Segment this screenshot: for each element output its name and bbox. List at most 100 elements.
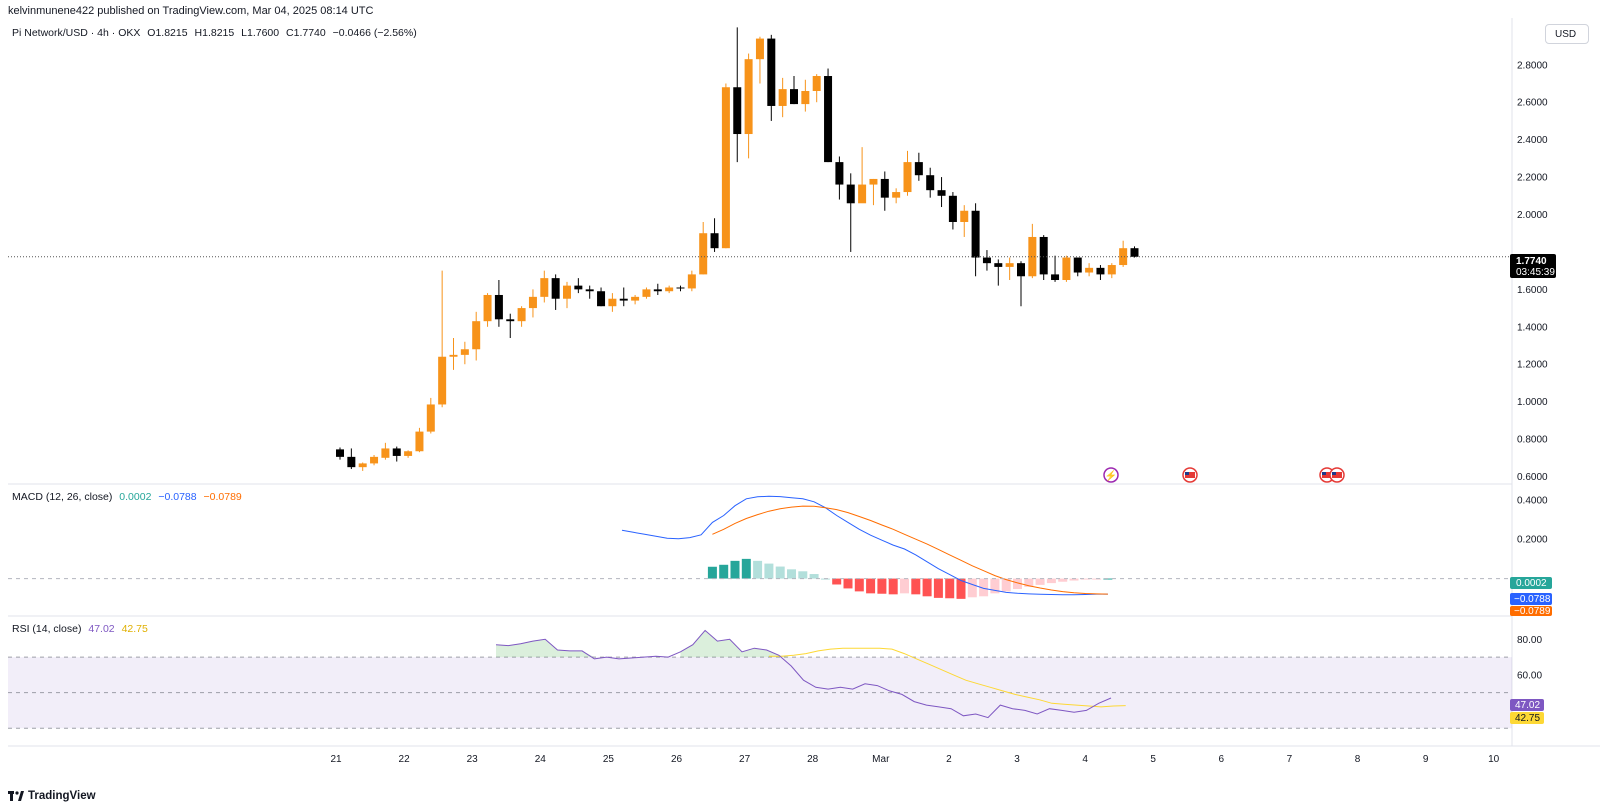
candle: [370, 456, 379, 464]
macd-histogram-bar: [922, 578, 932, 597]
candle: [336, 449, 344, 457]
candle: [824, 76, 833, 163]
time-axis-label: 8: [1355, 754, 1361, 765]
candle: [699, 233, 708, 275]
svg-text:0.0002: 0.0002: [1516, 578, 1547, 589]
candle: [438, 356, 447, 405]
candle: [563, 285, 571, 299]
rsi-line: [495, 629, 1112, 719]
macd-tick-label: 0.4000: [1517, 495, 1548, 506]
candle: [869, 178, 878, 185]
macd-histogram-bar: [809, 574, 819, 579]
symbol-name[interactable]: Pi Network/USD · 4h · OKX: [12, 27, 141, 39]
time-axis-label: 2: [946, 754, 952, 765]
tradingview-logo[interactable]: TradingView: [8, 790, 96, 802]
time-axis-label: 21: [330, 754, 342, 765]
rsi-ma-value: 42.75: [121, 623, 148, 635]
candle: [926, 175, 935, 191]
us-flag-event-icon[interactable]: [1329, 467, 1345, 483]
macd-histogram-bar: [854, 578, 864, 592]
macd-histogram-bar: [730, 560, 740, 579]
candle: [755, 38, 764, 60]
time-axis-label: 9: [1423, 754, 1429, 765]
ohlc-low: L1.7600: [241, 27, 280, 39]
candle: [721, 87, 730, 249]
candle: [937, 190, 946, 196]
candle: [449, 354, 458, 357]
candle: [858, 184, 867, 204]
candle: [778, 89, 787, 106]
rsi-value-label: 47.02: [1510, 699, 1544, 711]
macd-histogram-bar: [707, 566, 717, 579]
price-tick-label: 2.8000: [1517, 60, 1548, 71]
price-tick-label: 2.0000: [1517, 210, 1548, 221]
macd-histogram-bar: [967, 578, 977, 598]
macd-histogram-bar: [1013, 578, 1022, 590]
footer-brand: TradingView: [28, 790, 96, 802]
macd-histogram-bar: [877, 578, 887, 594]
price-tick-label: 2.4000: [1517, 135, 1548, 146]
time-axis-label: 5: [1150, 754, 1156, 765]
macd-histogram-bar: [843, 578, 853, 589]
candle: [914, 162, 923, 176]
candle: [528, 296, 537, 309]
candle: [767, 38, 776, 106]
candle: [687, 274, 696, 289]
candle: [892, 192, 901, 198]
macd-histogram-bar: [719, 564, 729, 579]
time-axis-label: Mar: [872, 754, 890, 765]
time-axis-label: 28: [807, 754, 819, 765]
macd-histogram-bar: [888, 578, 898, 595]
macd-signal-label: −0.0789: [1510, 606, 1552, 617]
time-axis-label: 7: [1287, 754, 1293, 765]
us-flag-event-icon[interactable]: [1182, 467, 1198, 483]
price-tick-label: 1.0000: [1517, 397, 1548, 408]
candle: [801, 90, 810, 105]
candle: [517, 308, 526, 322]
candle: [1062, 257, 1071, 281]
macd-histogram-bar: [787, 569, 796, 579]
time-axis-label: 6: [1219, 754, 1225, 765]
macd-histogram-bar: [764, 563, 774, 579]
candle: [608, 298, 617, 307]
candle: [347, 456, 356, 468]
macd-histogram-bar: [945, 578, 955, 599]
candle: [1119, 248, 1128, 266]
candle: [1107, 265, 1116, 275]
macd-histogram-bar: [1069, 578, 1079, 581]
candle: [540, 278, 549, 297]
candle: [812, 76, 821, 91]
candle: [790, 89, 798, 105]
candle: [1028, 236, 1037, 277]
macd-histogram-bar: [741, 558, 751, 579]
candle: [426, 404, 435, 432]
candle: [619, 298, 628, 301]
price-tick-label: 2.6000: [1517, 98, 1548, 109]
svg-text:42.75: 42.75: [1515, 713, 1540, 724]
candle: [460, 349, 469, 355]
candle: [483, 294, 492, 322]
macd-signal-line: [712, 505, 1108, 595]
macd-histogram-bar: [832, 578, 842, 585]
macd-legend: MACD (12, 26, close) 0.0002 −0.0788 −0.0…: [12, 491, 246, 503]
candle: [642, 289, 651, 297]
rsi-title[interactable]: RSI (14, close): [12, 623, 82, 635]
svg-text:−0.0788: −0.0788: [1514, 594, 1551, 605]
macd-histogram-bar: [990, 578, 1000, 594]
time-axis-label: 22: [399, 754, 411, 765]
candle: [415, 431, 424, 452]
rsi-tick-label: 60.00: [1517, 670, 1542, 681]
price-tick-label: 1.4000: [1517, 322, 1548, 333]
macd-signal-value: −0.0789: [203, 491, 242, 503]
macd-hist-label: 0.0002: [1510, 577, 1552, 589]
macd-histogram-bar: [1001, 578, 1011, 592]
last-price-value: 1.7740: [1516, 256, 1547, 267]
price-tick-label: 1.2000: [1517, 360, 1548, 371]
rsi-ma-line: [769, 647, 1126, 708]
macd-title[interactable]: MACD (12, 26, close): [12, 491, 113, 503]
ohlc-open: O1.8215: [147, 27, 188, 39]
lightning-event-icon[interactable]: ⚡: [1103, 467, 1119, 483]
currency-button[interactable]: USD: [1545, 24, 1589, 44]
candle: [551, 278, 560, 299]
